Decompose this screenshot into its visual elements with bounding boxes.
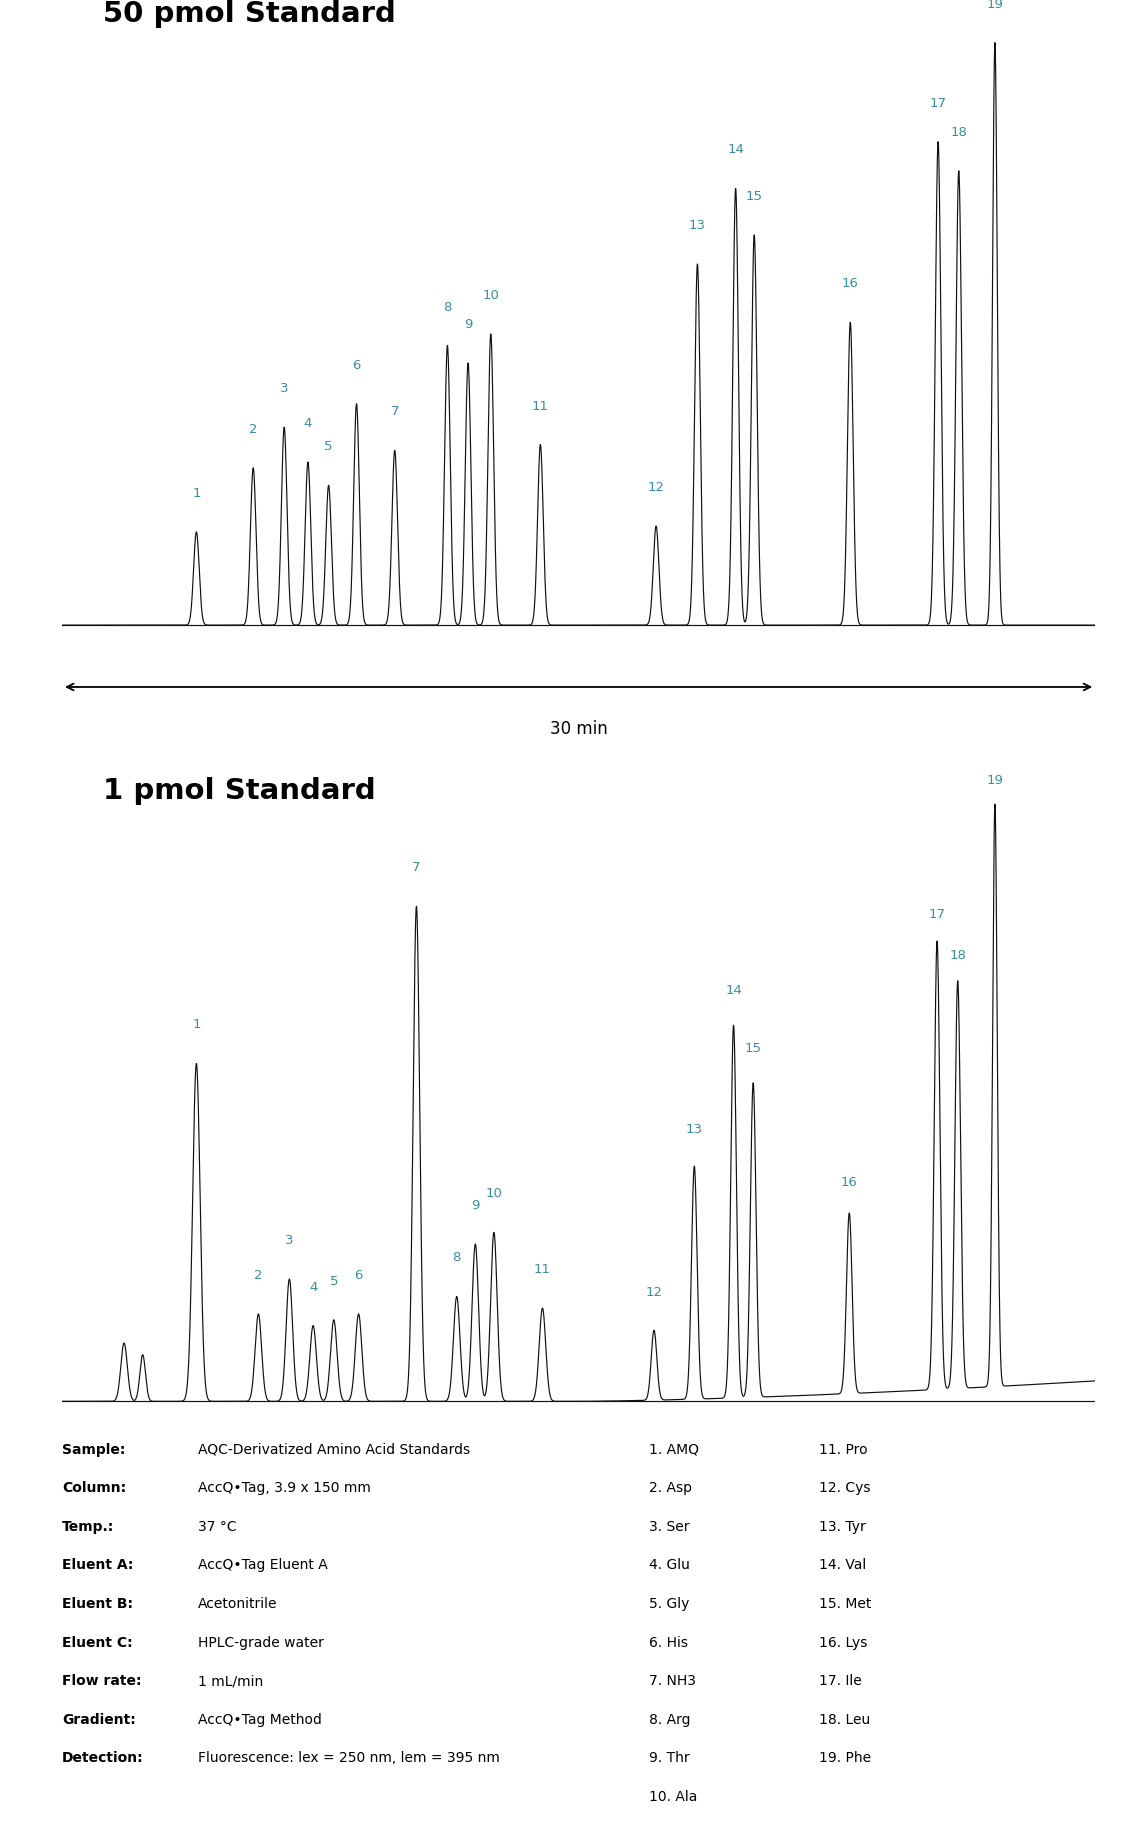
Text: 11: 11 (532, 400, 549, 413)
Text: 17. Ile: 17. Ile (819, 1674, 861, 1688)
Text: 19. Phe: 19. Phe (819, 1751, 870, 1765)
Text: 4: 4 (304, 417, 312, 429)
Text: 13: 13 (685, 1123, 703, 1136)
Text: AQC-Derivatized Amino Acid Standards: AQC-Derivatized Amino Acid Standards (198, 1442, 470, 1457)
Text: 19: 19 (987, 0, 1004, 11)
Text: 1. AMQ: 1. AMQ (649, 1442, 699, 1457)
Text: 1: 1 (192, 1018, 201, 1031)
Text: 10: 10 (482, 288, 499, 301)
Text: 7. NH3: 7. NH3 (649, 1674, 697, 1688)
Text: 9: 9 (464, 317, 472, 330)
Text: Detection:: Detection: (62, 1751, 143, 1765)
Text: Eluent A:: Eluent A: (62, 1558, 133, 1573)
Text: Column:: Column: (62, 1481, 126, 1496)
Text: 12: 12 (646, 1286, 663, 1299)
Text: Flow rate:: Flow rate: (62, 1674, 141, 1688)
Text: Temp.:: Temp.: (62, 1519, 114, 1534)
Text: 4: 4 (309, 1281, 317, 1294)
Text: 6: 6 (355, 1270, 362, 1283)
Text: 30 min: 30 min (550, 1497, 607, 1514)
Text: 14: 14 (727, 143, 744, 156)
Text: 17: 17 (929, 97, 946, 110)
Text: 15: 15 (746, 189, 763, 204)
Text: 5. Gly: 5. Gly (649, 1596, 690, 1611)
Text: 1: 1 (192, 486, 201, 499)
Text: 7: 7 (391, 406, 399, 418)
Text: 4. Glu: 4. Glu (649, 1558, 690, 1573)
Text: 2: 2 (250, 422, 257, 437)
Text: 50 pmol Standard: 50 pmol Standard (104, 0, 396, 29)
Text: 10. Ala: 10. Ala (649, 1789, 698, 1804)
Text: 17: 17 (928, 908, 946, 921)
Text: 11: 11 (534, 1262, 551, 1275)
Text: 3: 3 (280, 382, 288, 395)
Text: AccQ•Tag Method: AccQ•Tag Method (198, 1712, 322, 1727)
Text: Acetonitrile: Acetonitrile (198, 1596, 277, 1611)
Text: 16: 16 (841, 1176, 858, 1189)
Text: 12: 12 (648, 481, 665, 494)
Text: 16: 16 (842, 277, 859, 290)
Text: 1 mL/min: 1 mL/min (198, 1674, 263, 1688)
Text: 6. His: 6. His (649, 1635, 689, 1650)
Text: 10: 10 (485, 1187, 502, 1200)
Text: 37 °C: 37 °C (198, 1519, 236, 1534)
Text: 2: 2 (254, 1270, 263, 1283)
Text: 8: 8 (444, 301, 452, 314)
Text: 5: 5 (324, 440, 333, 453)
Text: 9. Thr: 9. Thr (649, 1751, 690, 1765)
Text: 30 min: 30 min (550, 721, 607, 738)
Text: 15. Met: 15. Met (819, 1596, 870, 1611)
Text: 16. Lys: 16. Lys (819, 1635, 867, 1650)
Text: 5: 5 (330, 1275, 338, 1288)
Text: Sample:: Sample: (62, 1442, 125, 1457)
Text: 1 pmol Standard: 1 pmol Standard (104, 776, 376, 806)
Text: 15: 15 (745, 1042, 762, 1055)
Text: 18: 18 (951, 127, 968, 139)
Text: 18. Leu: 18. Leu (819, 1712, 869, 1727)
Text: 8. Arg: 8. Arg (649, 1712, 691, 1727)
Text: 14: 14 (725, 984, 742, 996)
Text: 7: 7 (412, 861, 421, 873)
Text: 13. Tyr: 13. Tyr (819, 1519, 865, 1534)
Text: 18: 18 (949, 949, 966, 962)
Text: 9: 9 (471, 1198, 480, 1213)
Text: Eluent C:: Eluent C: (62, 1635, 133, 1650)
Text: 8: 8 (453, 1251, 461, 1264)
Text: 19: 19 (987, 774, 1004, 787)
Text: 12. Cys: 12. Cys (819, 1481, 870, 1496)
Text: Fluorescence: lex = 250 nm, lem = 395 nm: Fluorescence: lex = 250 nm, lem = 395 nm (198, 1751, 499, 1765)
Text: 13: 13 (689, 218, 706, 231)
Text: 6: 6 (352, 360, 360, 373)
Text: Gradient:: Gradient: (62, 1712, 135, 1727)
Text: 14. Val: 14. Val (819, 1558, 866, 1573)
Text: 11. Pro: 11. Pro (819, 1442, 867, 1457)
Text: 2. Asp: 2. Asp (649, 1481, 692, 1496)
Text: Eluent B:: Eluent B: (62, 1596, 133, 1611)
Text: AccQ•Tag Eluent A: AccQ•Tag Eluent A (198, 1558, 327, 1573)
Text: HPLC-grade water: HPLC-grade water (198, 1635, 323, 1650)
Text: 3: 3 (286, 1233, 294, 1248)
Text: 3. Ser: 3. Ser (649, 1519, 690, 1534)
Text: AccQ•Tag, 3.9 x 150 mm: AccQ•Tag, 3.9 x 150 mm (198, 1481, 370, 1496)
